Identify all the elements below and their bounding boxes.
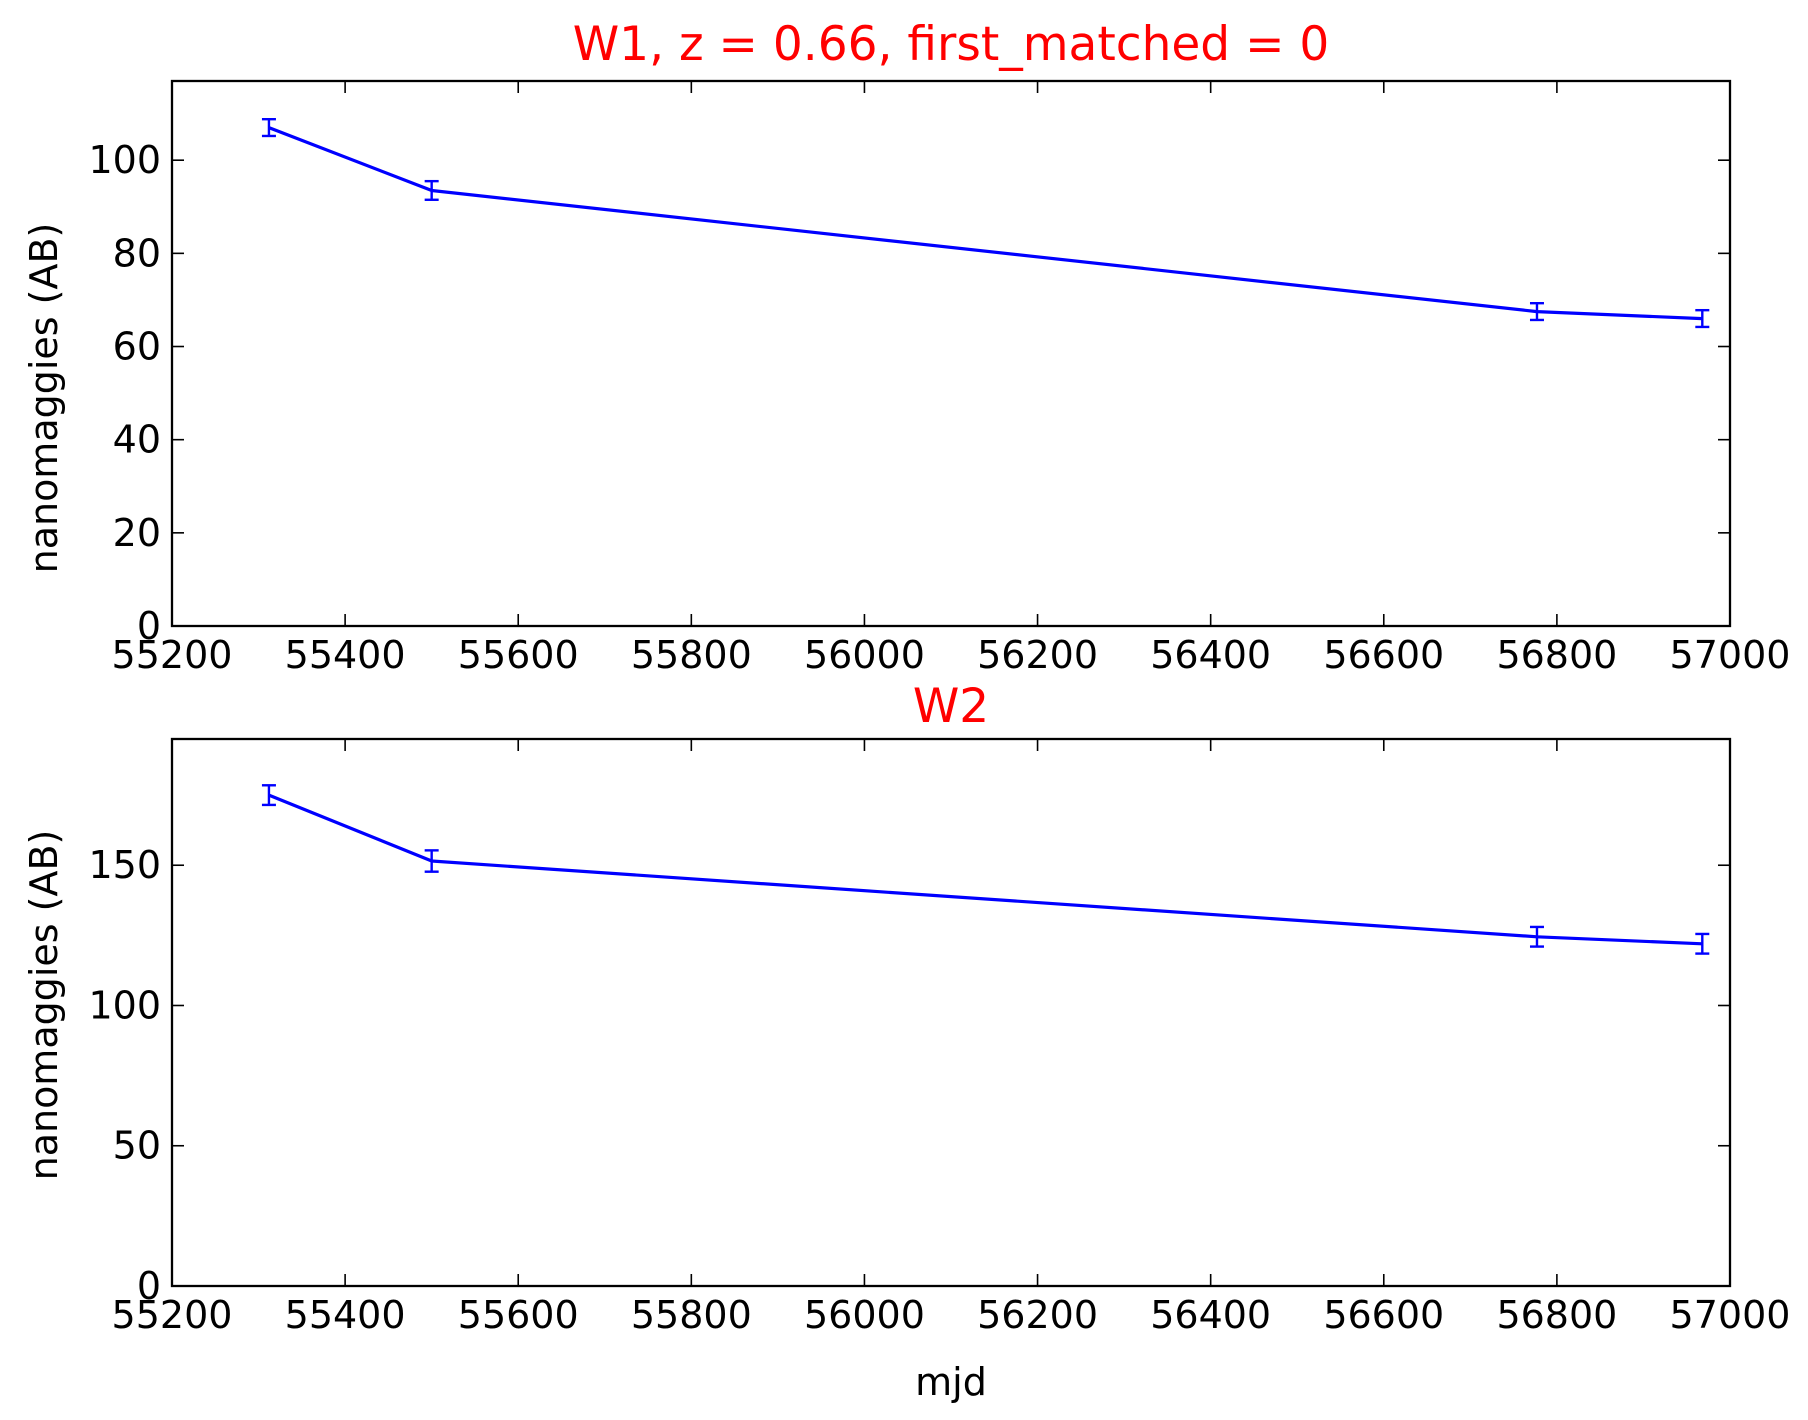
y-tick-label: 100 — [88, 138, 161, 182]
panel-w2: W2 nanomaggies (AB) mjd 55200 55400 55600 5… — [22, 679, 1790, 1404]
panel-w1: W1, z = 0.66, first_matched = 0 nanomagg… — [22, 17, 1790, 677]
x-tick-label: 56200 — [977, 1293, 1098, 1337]
x-tick-label: 56000 — [804, 633, 925, 677]
x-tick-label: 56400 — [1150, 633, 1271, 677]
x-tick-label: 57000 — [1670, 1293, 1791, 1337]
x-tick-label: 56400 — [1150, 1293, 1271, 1337]
x-tick-label: 56600 — [1323, 1293, 1444, 1337]
chart-title: W1, z = 0.66, first_matched = 0 — [573, 17, 1330, 72]
data-marks — [261, 784, 1710, 955]
plot-frame — [170, 737, 1732, 1288]
x-tick-label: 55600 — [458, 633, 579, 677]
x-tick-label: 55400 — [285, 1293, 406, 1337]
y-tick-label: 50 — [113, 1124, 161, 1168]
x-tick-label: 55800 — [631, 1293, 752, 1337]
x-tick-label: 55600 — [458, 1293, 579, 1337]
y-axis-label: nanomaggies (AB) — [22, 223, 66, 574]
x-tick-label: 56800 — [1496, 1293, 1617, 1337]
y-tick-label: 150 — [88, 843, 161, 887]
series-line — [268, 793, 1703, 946]
x-tick-label: 55200 — [112, 633, 233, 677]
chart-title: W2 — [913, 679, 989, 734]
x-tick-label: 55200 — [112, 1293, 233, 1337]
y-tick-label: 100 — [88, 983, 161, 1027]
series-line — [268, 126, 1703, 321]
y-tick-label: 40 — [113, 418, 161, 462]
data-marks — [261, 117, 1710, 329]
x-tick-label: 57000 — [1670, 633, 1791, 677]
y-tick-label: 60 — [113, 325, 161, 369]
y-axis-label: nanomaggies (AB) — [22, 830, 66, 1181]
y-tick-label: 80 — [113, 231, 161, 275]
plot-frame — [170, 79, 1732, 628]
x-tick-label: 56200 — [977, 633, 1098, 677]
x-tick-label: 56000 — [804, 1293, 925, 1337]
x-tick-label: 55400 — [285, 633, 406, 677]
tick-group: 55200 55400 55600 55800 56000 56200 56400 56600… — [88, 739, 1790, 1337]
x-tick-label: 56600 — [1323, 633, 1444, 677]
tick-group: 55200 55400 55600 55800 56000 56200 56400 56600… — [88, 81, 1790, 677]
y-tick-label: 0 — [137, 1264, 161, 1308]
y-tick-label: 20 — [113, 511, 161, 555]
x-tick-label: 56800 — [1496, 633, 1617, 677]
y-tick-label: 0 — [137, 604, 161, 648]
x-tick-label: 55800 — [631, 633, 752, 677]
x-axis-label: mjd — [915, 1360, 987, 1404]
